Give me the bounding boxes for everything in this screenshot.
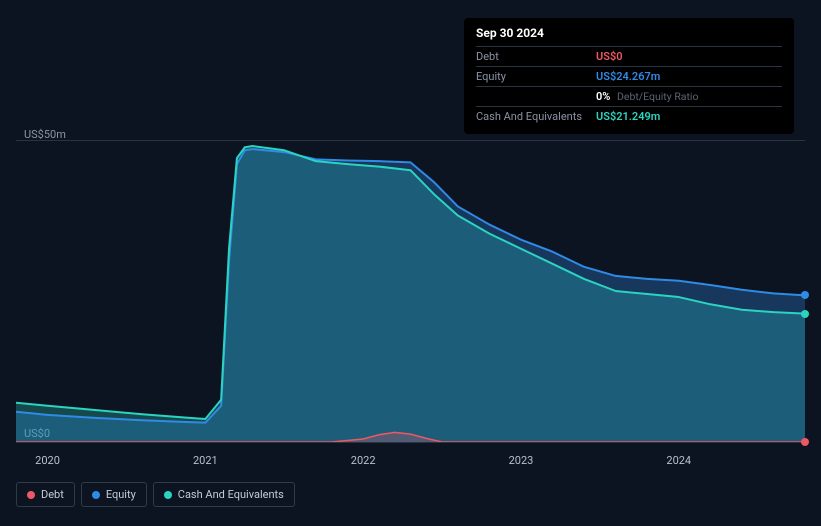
gridline-bottom <box>16 442 805 443</box>
legend-swatch <box>164 491 172 499</box>
legend-label: Equity <box>106 488 136 501</box>
tooltip-row-label: Debt <box>476 50 596 63</box>
tooltip-row-value: US$21.249m <box>596 110 660 123</box>
legend-swatch <box>27 491 35 499</box>
tooltip-row-label <box>476 90 596 103</box>
chart-container: US$50m US$0 20202021202220232024 Sep 30 … <box>16 16 805 510</box>
legend-label: Debt <box>41 488 64 501</box>
x-tick: 2020 <box>35 454 60 467</box>
tooltip-row-value: US$0 <box>596 50 623 63</box>
tooltip-row-value: US$24.267m <box>596 70 660 83</box>
series-end-dot <box>801 310 809 318</box>
tooltip-row: EquityUS$24.267m <box>476 66 782 86</box>
tooltip-row: Cash And EquivalentsUS$21.249m <box>476 106 782 126</box>
tooltip-row: DebtUS$0 <box>476 46 782 66</box>
legend-item-equity[interactable]: Equity <box>81 482 147 507</box>
series-end-dot <box>801 438 809 446</box>
chart-legend: Debt Equity Cash And Equivalents <box>16 482 295 507</box>
legend-item-debt[interactable]: Debt <box>16 482 75 507</box>
tooltip-row: 0% Debt/Equity Ratio <box>476 86 782 106</box>
series-end-dot <box>801 291 809 299</box>
legend-label: Cash And Equivalents <box>178 488 284 501</box>
chart-tooltip: Sep 30 2024 DebtUS$0EquityUS$24.267m0% D… <box>464 18 794 134</box>
tooltip-row-sublabel: Debt/Equity Ratio <box>614 90 698 103</box>
tooltip-row-label: Cash And Equivalents <box>476 110 596 123</box>
x-tick: 2022 <box>351 454 376 467</box>
series-end-markers <box>16 140 805 442</box>
tooltip-row-value: 0% Debt/Equity Ratio <box>596 90 698 103</box>
tooltip-row-label: Equity <box>476 70 596 83</box>
tooltip-title: Sep 30 2024 <box>476 26 782 40</box>
legend-item-cash-and-equivalents[interactable]: Cash And Equivalents <box>153 482 295 507</box>
legend-swatch <box>92 491 100 499</box>
x-tick: 2024 <box>666 454 691 467</box>
x-tick: 2023 <box>509 454 534 467</box>
x-tick: 2021 <box>193 454 218 467</box>
